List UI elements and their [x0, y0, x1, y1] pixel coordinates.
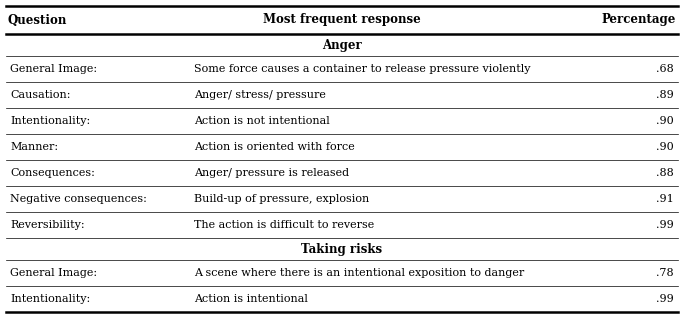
Text: Manner:: Manner: — [10, 142, 58, 152]
Text: .91: .91 — [656, 194, 674, 204]
Text: Some force causes a container to release pressure violently: Some force causes a container to release… — [194, 64, 531, 74]
Text: Most frequent response: Most frequent response — [263, 13, 421, 27]
Text: Intentionality:: Intentionality: — [10, 294, 90, 304]
Text: Build-up of pressure, explosion: Build-up of pressure, explosion — [194, 194, 369, 204]
Text: Action is oriented with force: Action is oriented with force — [194, 142, 355, 152]
Text: The action is difficult to reverse: The action is difficult to reverse — [194, 220, 374, 230]
Text: Consequences:: Consequences: — [10, 168, 95, 178]
Text: Percentage: Percentage — [602, 13, 676, 27]
Text: Anger/ pressure is released: Anger/ pressure is released — [194, 168, 349, 178]
Text: Reversibility:: Reversibility: — [10, 220, 85, 230]
Text: Action is not intentional: Action is not intentional — [194, 116, 330, 126]
Text: .99: .99 — [656, 294, 674, 304]
Text: .89: .89 — [656, 90, 674, 100]
Text: Negative consequences:: Negative consequences: — [10, 194, 147, 204]
Text: .90: .90 — [656, 142, 674, 152]
Text: .99: .99 — [656, 220, 674, 230]
Text: .90: .90 — [656, 116, 674, 126]
Text: .68: .68 — [656, 64, 674, 74]
Text: Anger: Anger — [322, 39, 362, 51]
Text: Anger/ stress/ pressure: Anger/ stress/ pressure — [194, 90, 326, 100]
Text: General Image:: General Image: — [10, 268, 97, 278]
Text: Action is intentional: Action is intentional — [194, 294, 308, 304]
Text: Taking risks: Taking risks — [302, 243, 382, 255]
Text: General Image:: General Image: — [10, 64, 97, 74]
Text: .78: .78 — [657, 268, 674, 278]
Text: Intentionality:: Intentionality: — [10, 116, 90, 126]
Text: .88: .88 — [656, 168, 674, 178]
Text: Question: Question — [8, 13, 68, 27]
Text: Causation:: Causation: — [10, 90, 70, 100]
Text: A scene where there is an intentional exposition to danger: A scene where there is an intentional ex… — [194, 268, 524, 278]
